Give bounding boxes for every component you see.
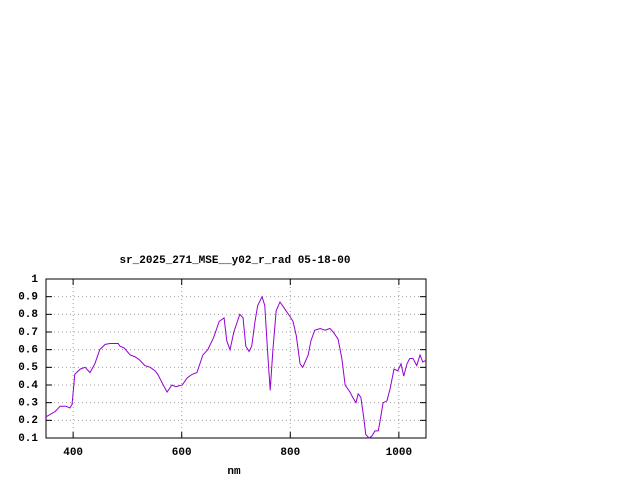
data-line bbox=[45, 295, 427, 439]
x-tick-label: 1000 bbox=[386, 447, 412, 459]
y-tick-label: 0.2 bbox=[18, 415, 38, 427]
chart-title: sr_2025_271_MSE__y02_r_rad 05-18-00 bbox=[119, 255, 350, 267]
x-tick-label: 400 bbox=[63, 447, 83, 459]
x-axis-label: nm bbox=[227, 466, 241, 478]
y-tick-label: 0.7 bbox=[18, 327, 38, 339]
y-tick-label: 0.9 bbox=[18, 292, 38, 304]
x-tick-label: 800 bbox=[280, 447, 300, 459]
x-tick-label: 600 bbox=[172, 447, 192, 459]
y-tick-label: 0.3 bbox=[18, 398, 38, 410]
y-tick-label: 1 bbox=[31, 274, 38, 286]
y-tick-label: 0.4 bbox=[18, 380, 38, 392]
y-tick-label: 0.5 bbox=[18, 362, 38, 374]
y-tick-label: 0.6 bbox=[18, 345, 38, 357]
y-tick-label: 0.1 bbox=[18, 433, 38, 445]
plot-border bbox=[45, 278, 427, 439]
y-tick-label: 0.8 bbox=[18, 309, 38, 321]
